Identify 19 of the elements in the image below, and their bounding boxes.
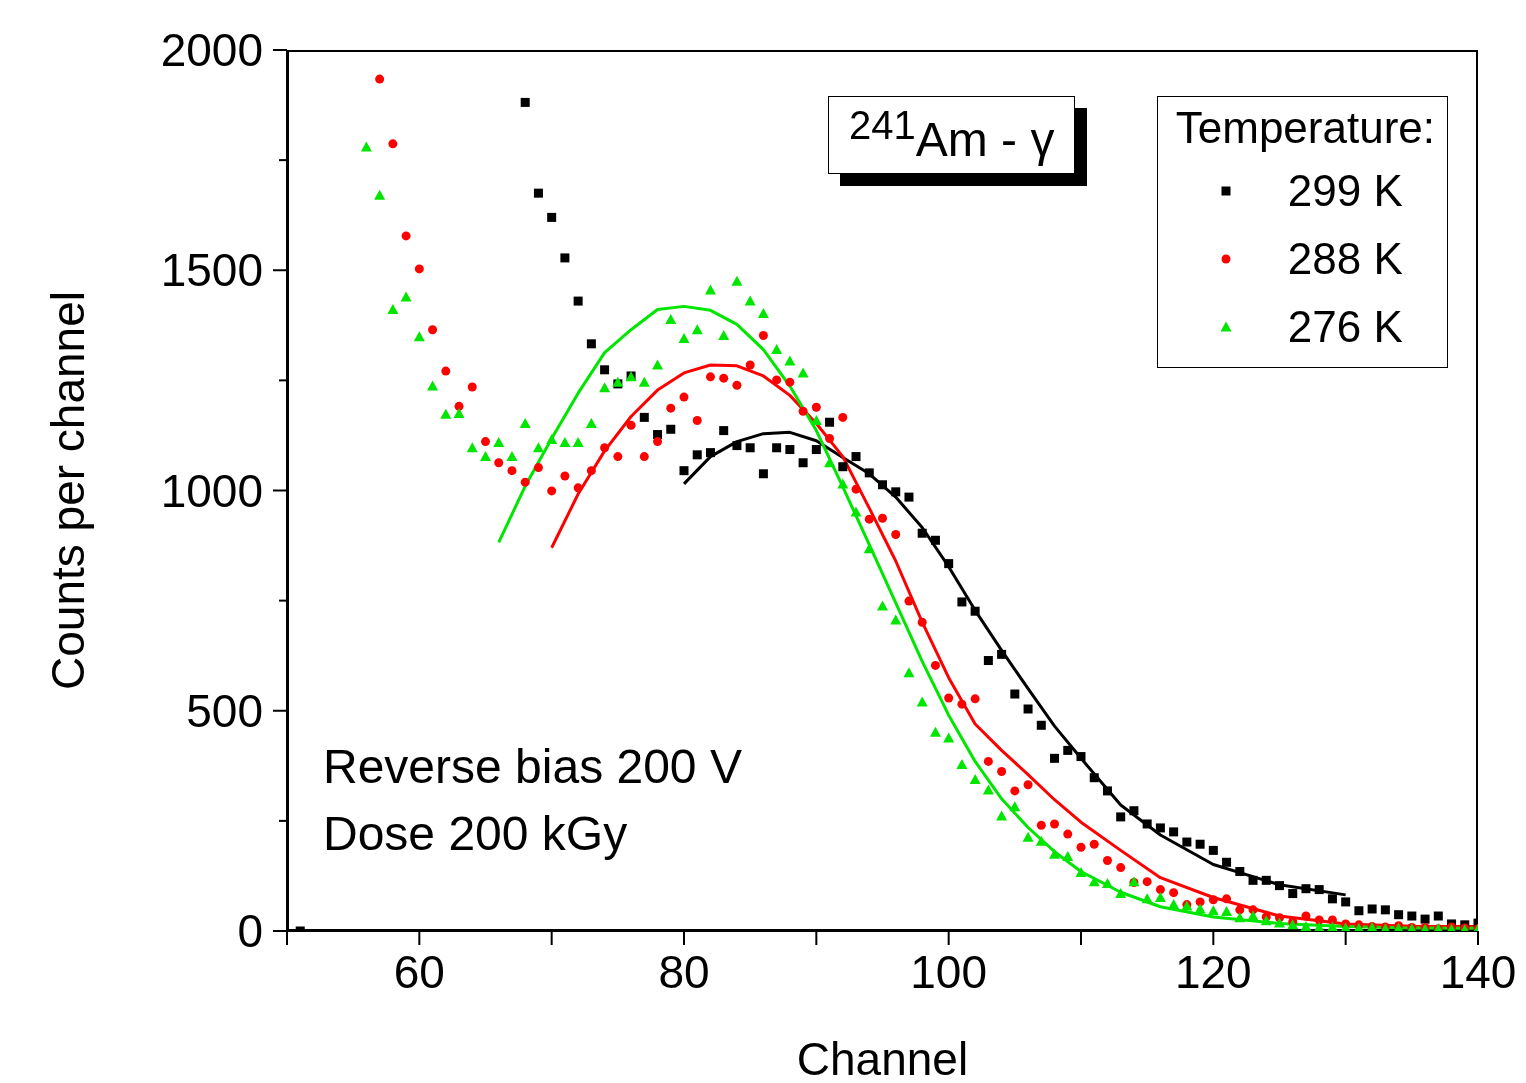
legend-label: 299 K — [1287, 166, 1403, 216]
annotation: Reverse bias 200 V — [323, 740, 742, 794]
x-tick-label: 80 — [658, 945, 710, 998]
x-tick-label: 140 — [1439, 945, 1517, 998]
y-tick-label: 2000 — [160, 24, 263, 77]
y-tick-label: 0 — [237, 905, 263, 958]
x-tick-label: 120 — [1174, 945, 1252, 998]
y-tick-label: 1000 — [160, 464, 263, 517]
legend-label: 288 K — [1287, 234, 1403, 284]
annotation: $^{241}$Am - γ — [828, 96, 1076, 174]
y-tick-label: 500 — [186, 684, 263, 737]
x-tick-label: 60 — [393, 945, 445, 998]
y-axis-title: Counts per channel — [42, 291, 95, 690]
y-tick-label: 1500 — [160, 244, 263, 297]
x-axis-title: Channel — [796, 1033, 969, 1083]
x-tick-label: 100 — [910, 945, 988, 998]
legend-label: 276 K — [1287, 302, 1403, 352]
legend-title: Temperature: — [1175, 103, 1435, 153]
annotation: Dose 200 kGy — [323, 807, 628, 861]
